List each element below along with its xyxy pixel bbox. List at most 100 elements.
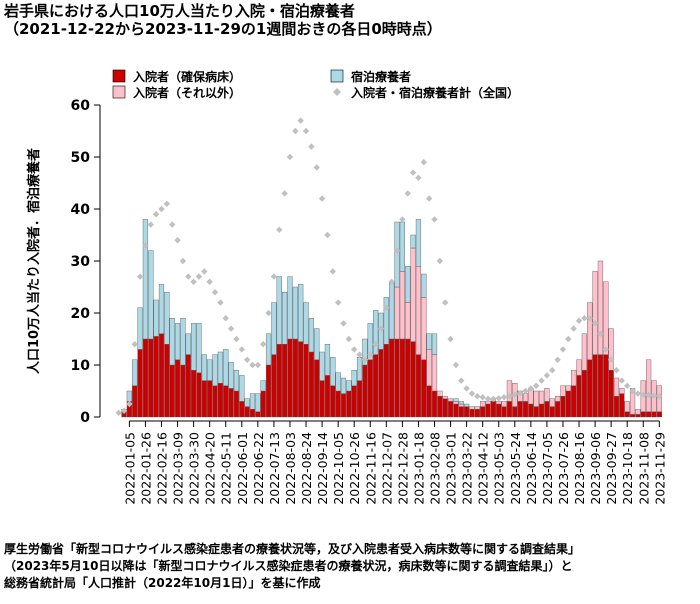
bar-segment xyxy=(571,385,577,418)
y-tick-label: 10 xyxy=(71,358,91,374)
scatter-point xyxy=(474,393,481,400)
bar-segment xyxy=(164,292,170,345)
scatter-point xyxy=(158,205,165,213)
y-tick-label: 50 xyxy=(71,150,91,166)
source-line: 総務省統計局「人口推計（2022年10月1日）」を基に作成 xyxy=(4,575,320,590)
bar-segment xyxy=(426,349,432,386)
bar-segment xyxy=(292,338,298,418)
bar-segment xyxy=(608,328,614,371)
bar-segment xyxy=(196,323,202,373)
y-tick-label: 30 xyxy=(71,254,91,270)
scatter-point xyxy=(361,356,369,363)
bar-segment xyxy=(265,364,272,418)
x-tick-label: 2022-08-24 xyxy=(299,432,314,505)
scatter-point xyxy=(442,299,449,306)
scatter-point xyxy=(393,247,401,254)
bar-segment xyxy=(522,401,529,418)
bar-segment xyxy=(458,401,464,405)
bar-segment xyxy=(437,396,443,418)
bar-segment xyxy=(485,403,491,418)
scatter-point xyxy=(511,391,518,398)
scatter-point xyxy=(399,216,406,223)
bar-segment xyxy=(415,219,422,267)
bar-segment xyxy=(249,409,256,418)
legend-marker xyxy=(333,88,341,96)
scatter-point xyxy=(276,226,283,233)
bar-segment xyxy=(142,219,149,340)
scatter-point xyxy=(115,409,122,417)
x-tick-label: 2023-07-05 xyxy=(540,432,555,505)
legend-swatch xyxy=(112,85,126,99)
scatter-point xyxy=(270,273,278,280)
scatter-point xyxy=(126,400,133,408)
bar-segment xyxy=(581,370,587,418)
bar-segment xyxy=(351,370,357,387)
x-tick-label: 2022-10-05 xyxy=(331,432,346,505)
bar-segment xyxy=(153,336,159,418)
bar-segment xyxy=(431,333,438,355)
scatter-point xyxy=(297,117,304,124)
bar-segment xyxy=(324,375,331,418)
scatter-point xyxy=(217,299,224,306)
scatter-point xyxy=(120,407,128,414)
scatter-point xyxy=(559,346,567,353)
legend-label: 宿泊療養者 xyxy=(351,69,411,84)
scatter-point xyxy=(506,393,513,400)
scatter-point xyxy=(206,278,213,285)
scatter-point xyxy=(543,372,551,379)
bar-segment xyxy=(405,338,411,418)
bar-segment xyxy=(415,266,422,355)
scatter-point xyxy=(458,377,465,384)
bar-segment xyxy=(538,403,545,418)
bar-segment xyxy=(474,409,480,418)
bar-segment xyxy=(207,359,213,381)
bar-segment xyxy=(394,338,400,418)
x-tick-label: 2022-06-22 xyxy=(251,432,266,505)
bar-segment xyxy=(373,310,379,355)
scatter-point xyxy=(292,127,299,135)
bar-segment xyxy=(158,333,165,418)
scatter-point xyxy=(377,325,385,332)
bar-segment xyxy=(191,370,197,418)
bar-segment xyxy=(239,375,245,402)
bar-segment xyxy=(303,344,309,418)
legend-label: 入院者（確保病床） xyxy=(133,69,241,84)
bar-segment xyxy=(453,401,459,405)
bar-segment xyxy=(410,341,416,418)
x-tick-label: 2023-01-18 xyxy=(411,432,426,505)
bar-segment xyxy=(496,401,502,405)
x-tick-label: 2023-05-03 xyxy=(492,432,507,505)
bar-segment xyxy=(383,344,389,418)
scatter-point xyxy=(549,367,556,374)
x-tick-label: 2022-03-09 xyxy=(171,432,186,505)
bar-segment xyxy=(303,302,309,345)
bar-segment xyxy=(506,401,513,418)
scatter-point xyxy=(468,390,476,397)
bar-segment xyxy=(367,323,373,360)
bar-segment xyxy=(640,411,646,418)
scatter-point xyxy=(142,242,149,249)
bar-segment xyxy=(260,380,266,392)
bar-segment xyxy=(308,351,314,418)
bar-segment xyxy=(592,271,598,355)
scatter-point xyxy=(656,393,663,400)
scatter-point xyxy=(243,356,251,363)
bar-segment xyxy=(298,284,304,342)
bar-segment xyxy=(356,357,363,381)
scatter-point xyxy=(618,377,626,384)
bar-segment xyxy=(340,377,347,394)
scatter-point xyxy=(436,257,444,265)
bar-segment xyxy=(399,221,405,272)
scatter-point xyxy=(495,395,502,402)
bar-segment xyxy=(560,385,566,397)
bar-segment xyxy=(185,333,191,355)
bar-segment xyxy=(169,318,175,366)
scatter-point xyxy=(640,391,647,398)
scatter-point xyxy=(227,325,235,332)
scatter-point xyxy=(179,257,187,265)
bar-segment xyxy=(533,390,539,407)
scatter-point xyxy=(324,231,331,239)
x-tick-label: 2023-02-08 xyxy=(428,432,443,505)
bar-segment xyxy=(265,333,272,366)
